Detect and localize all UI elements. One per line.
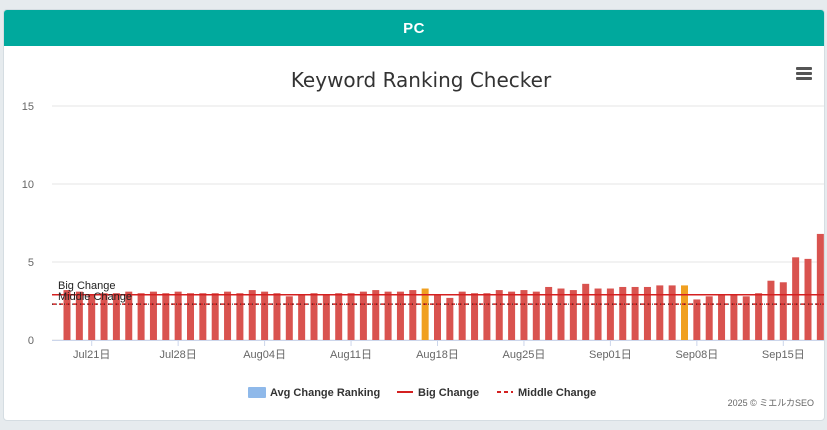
bar[interactable] [100,293,108,340]
bar[interactable] [63,290,71,340]
y-tick-label: 0 [28,335,34,347]
bar[interactable] [125,291,133,340]
chart-legend[interactable]: Avg Change Ranking Big Change Middle Chang… [248,387,596,399]
x-tick-label: Sep08日 [675,349,718,361]
bar[interactable] [372,290,380,340]
bar[interactable] [532,291,540,340]
bar[interactable] [594,288,602,340]
chart-credit[interactable]: 2025 © ミエルカSEO [728,398,814,408]
bar[interactable] [545,286,553,340]
bar[interactable] [298,294,306,340]
bar[interactable] [137,293,145,340]
bar[interactable] [755,293,763,340]
bar[interactable] [458,291,466,340]
chart-title: Keyword Ranking Checker [291,68,552,92]
bar[interactable] [495,290,503,340]
bar[interactable] [569,290,577,340]
legend-item-big-change[interactable]: Big Change [418,387,479,399]
x-tick-label: Aug11日 [330,349,372,361]
bar[interactable] [149,291,157,340]
x-axis: Jul21日 Jul28日 Aug04日 Aug11日 Aug18日 Aug25日 Sep0… [52,340,824,361]
bar[interactable] [347,293,355,340]
bar[interactable] [520,290,528,340]
y-tick-label: 5 [28,257,34,269]
bar[interactable] [335,293,343,340]
bar[interactable] [631,286,639,340]
bar[interactable] [236,293,244,340]
panel-title: PC [403,19,425,37]
bar[interactable] [273,293,281,340]
bar[interactable] [446,297,454,340]
bar[interactable] [643,286,651,340]
bar[interactable] [421,288,429,340]
bar[interactable] [396,291,404,340]
bar[interactable] [434,294,441,340]
bar[interactable] [322,294,330,340]
y-tick-label: 10 [22,179,34,191]
keyword-ranking-chart: Keyword Ranking Checker 0 5 10 15 Big Chang… [22,68,824,408]
bar[interactable] [211,293,219,340]
bar[interactable] [779,282,787,340]
bar[interactable] [804,258,812,340]
bar[interactable] [668,285,676,340]
chart-bars [63,233,824,340]
bar[interactable] [557,288,565,340]
hamburger-menu-icon[interactable] [796,67,812,80]
x-tick-label: Jul21日 [73,349,110,361]
x-tick-label: Aug18日 [416,349,459,361]
y-axis: 0 5 10 15 [22,101,34,347]
bar[interactable] [471,293,479,340]
x-tick-label: Sep01日 [589,349,632,361]
bar[interactable] [816,233,824,340]
bar[interactable] [174,291,182,340]
bar[interactable] [162,293,170,340]
panel-header: PC [4,10,824,46]
bar[interactable] [199,293,207,340]
big-change-label: Big Change [58,280,116,292]
bar[interactable] [483,293,491,340]
bar[interactable] [310,293,318,340]
bar[interactable] [718,294,726,340]
y-tick-label: 15 [22,101,34,113]
bar[interactable] [681,285,688,340]
bar[interactable] [792,257,800,340]
bar[interactable] [88,294,96,340]
x-tick-label: Sep15日 [762,349,805,361]
x-tick-label: Jul28日 [160,349,197,361]
bar[interactable] [619,286,627,340]
bar[interactable] [261,291,269,340]
bar[interactable] [730,294,738,340]
bar[interactable] [508,291,516,340]
bar[interactable] [409,290,417,340]
middle-change-label: Middle Change [58,291,132,303]
x-tick-label: Aug25日 [503,349,546,361]
chart-panel: PC Keyword Ranking Checker 0 5 10 15 Big Ch… [3,9,825,421]
bar[interactable] [285,296,293,340]
bar[interactable] [742,296,750,340]
bar[interactable] [606,288,614,340]
x-tick-label: Aug04日 [243,349,286,361]
bar[interactable] [705,296,713,340]
bar[interactable] [359,291,367,340]
bar[interactable] [693,299,701,340]
legend-item-avg-change-ranking[interactable]: Avg Change Ranking [270,387,380,399]
legend-symbol-bars [248,387,266,398]
bar[interactable] [767,280,775,340]
bar[interactable] [224,291,232,340]
bar[interactable] [582,283,590,340]
bar[interactable] [187,293,194,340]
bar[interactable] [75,291,83,340]
bar[interactable] [248,290,256,340]
legend-item-middle-change[interactable]: Middle Change [518,387,596,399]
bar[interactable] [656,285,664,340]
bar[interactable] [112,293,120,340]
bar[interactable] [384,291,392,340]
